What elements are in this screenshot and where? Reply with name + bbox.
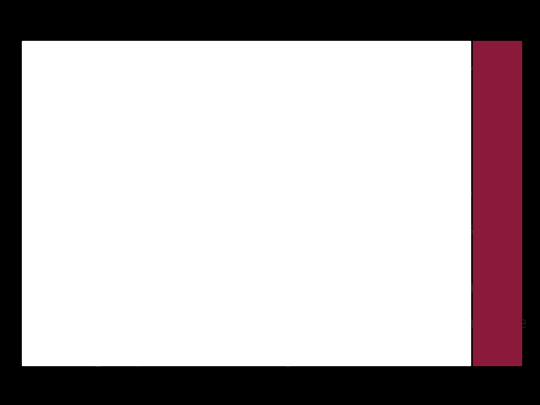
Text: focal.: focal.	[256, 147, 298, 162]
Text: •Besides this, tuberculoma forms from: •Besides this, tuberculoma forms from	[39, 186, 341, 201]
Text: pulmonary: pulmonary	[421, 186, 508, 201]
Text: •Filled cavities refer to tuberculoma only conditionally, as the: •Filled cavities refer to tuberculoma on…	[39, 280, 512, 295]
Text: filling of a cavity occurs mechanically, while tuberculomas are: filling of a cavity occurs mechanically,…	[39, 316, 526, 331]
Text: and: and	[217, 147, 256, 162]
Text: The source of tuberculoma formation: The source of tuberculoma formation	[39, 63, 479, 83]
Text: •infiltrative-pneumonic: •infiltrative-pneumonic	[39, 147, 217, 162]
Text: an original phenomenon in lung tissue.: an original phenomenon in lung tissue.	[39, 352, 348, 367]
Text: cavernous: cavernous	[341, 186, 421, 201]
Text: masses.: masses.	[39, 258, 112, 273]
Text: tuberculosis by means of filling the cavity with caseous: tuberculosis by means of filling the cav…	[39, 222, 474, 237]
Text: is mainly of two forms of pulmonary tuberculosis:: is mainly of two forms of pulmonary tube…	[39, 112, 433, 127]
